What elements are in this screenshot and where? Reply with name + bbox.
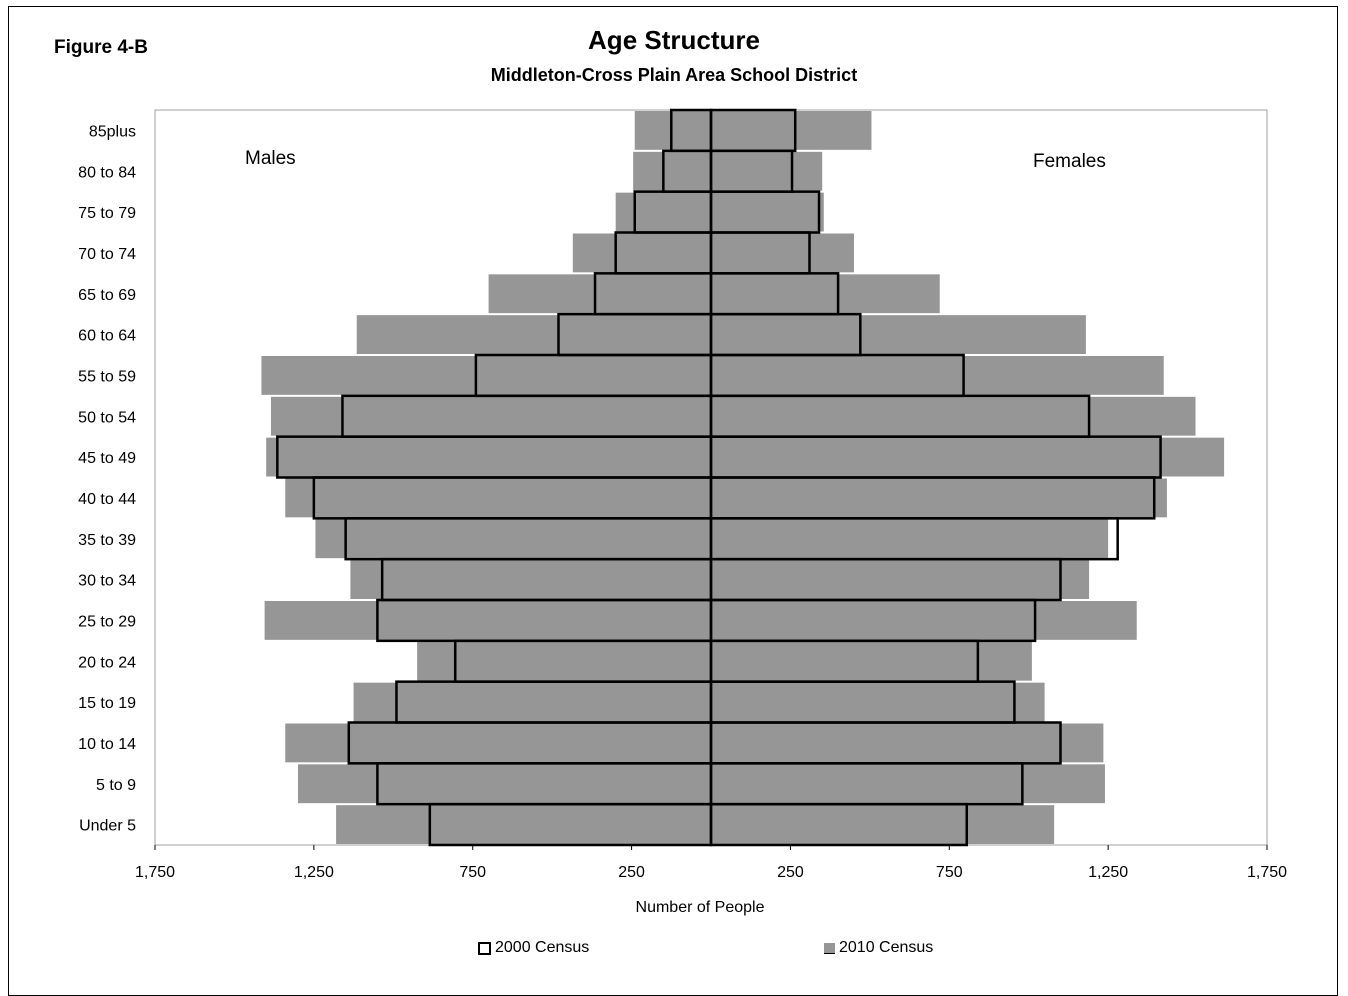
bar-2010-female-10-to-14 bbox=[711, 723, 1104, 763]
category-label-15-to-19: 15 to 19 bbox=[78, 695, 136, 712]
bar-2010-male-85plus bbox=[634, 111, 711, 150]
x-tick-label: 750 bbox=[459, 864, 486, 881]
bar-2010-male-5-to-9 bbox=[297, 764, 711, 804]
category-label-30-to-34: 30 to 34 bbox=[78, 573, 136, 590]
category-label-under-5: Under 5 bbox=[79, 818, 136, 835]
bar-2010-male-55-to-59 bbox=[261, 356, 711, 395]
category-label-85plus: 85plus bbox=[89, 123, 136, 140]
category-label-80-to-84: 80 to 84 bbox=[78, 164, 136, 181]
bar-2010-female-65-to-69 bbox=[711, 274, 940, 314]
category-label-35-to-39: 35 to 39 bbox=[78, 532, 136, 549]
bar-2010-female-75-to-79 bbox=[711, 192, 824, 232]
bar-2010-female-50-to-54 bbox=[711, 396, 1196, 436]
x-axis-label: Number of People bbox=[636, 899, 765, 916]
figure-label: Figure 4-B bbox=[54, 37, 148, 58]
legend-item-2000-census: 2000 Census bbox=[478, 939, 589, 957]
category-label-20-to-24: 20 to 24 bbox=[78, 654, 136, 671]
bar-2010-male-45-to-49 bbox=[266, 437, 711, 477]
category-label-70-to-74: 70 to 74 bbox=[78, 246, 136, 263]
x-tick-label: 750 bbox=[936, 864, 963, 881]
bar-2010-female-under-5 bbox=[711, 805, 1055, 844]
bar-2010-female-20-to-24 bbox=[711, 641, 1032, 681]
bar-2010-male-80-to-84 bbox=[633, 151, 711, 191]
category-label-60-to-64: 60 to 64 bbox=[78, 328, 136, 345]
legend-item-2010-census: 2010 Census bbox=[824, 939, 933, 957]
category-label-75-to-79: 75 to 79 bbox=[78, 205, 136, 222]
x-axis-ticks: 1,750 1,250 750 250 250 750 1,250 1,750 bbox=[135, 845, 1287, 881]
bar-2010-male-50-to-54 bbox=[270, 396, 711, 436]
bar-2010-female-45-to-49 bbox=[711, 437, 1225, 477]
bar-2010-female-30-to-34 bbox=[711, 560, 1090, 599]
bar-2010-male-60-to-64 bbox=[356, 315, 711, 354]
x-tick-label: 1,750 bbox=[135, 864, 175, 881]
legend-label-2000: 2000 Census bbox=[495, 939, 590, 956]
category-label-5-to-9: 5 to 9 bbox=[96, 777, 136, 794]
category-axis-labels: Under 5 5 to 9 10 to 14 15 to 19 20 to 24 25 … bbox=[78, 123, 136, 834]
x-tick-label: 1,250 bbox=[294, 864, 334, 881]
chart-subtitle: Middleton-Cross Plain Area School Distri… bbox=[490, 65, 858, 85]
bar-2010-female-25-to-29 bbox=[711, 601, 1137, 640]
bar-2010-male-65-to-69 bbox=[488, 274, 711, 314]
bar-2010-female-80-to-84 bbox=[711, 151, 823, 191]
bar-2010-female-85plus bbox=[711, 111, 872, 150]
bar-2010-male-10-to-14 bbox=[285, 723, 711, 763]
x-tick-label: 250 bbox=[618, 864, 645, 881]
category-label-40-to-44: 40 to 44 bbox=[78, 491, 136, 508]
bar-2010-male-35-to-39 bbox=[315, 519, 711, 559]
bar-2010-female-70-to-74 bbox=[711, 233, 854, 273]
bar-2010-female-5-to-9 bbox=[711, 764, 1105, 804]
x-tick-label: 1,250 bbox=[1088, 864, 1128, 881]
bar-2010-male-40-to-44 bbox=[285, 478, 711, 518]
bar-2010-female-55-to-59 bbox=[711, 356, 1164, 395]
bar-2010-male-75-to-79 bbox=[615, 192, 711, 232]
category-label-55-to-59: 55 to 59 bbox=[78, 368, 136, 385]
bar-2010-female-40-to-44 bbox=[711, 478, 1167, 518]
bar-2010-female-15-to-19 bbox=[711, 682, 1045, 722]
bar-2010-female-35-to-39 bbox=[711, 519, 1109, 559]
bar-2010-male-30-to-34 bbox=[350, 560, 711, 599]
bar-2010-female-60-to-64 bbox=[711, 315, 1086, 354]
bar-2010-male-25-to-29 bbox=[264, 601, 711, 640]
bar-2010-male-70-to-74 bbox=[572, 233, 711, 273]
legend-swatch-2000 bbox=[478, 941, 491, 955]
chart-title: Age Structure bbox=[588, 25, 760, 55]
females-label: Females bbox=[1033, 151, 1106, 172]
category-label-45-to-49: 45 to 49 bbox=[78, 450, 136, 467]
category-label-10-to-14: 10 to 14 bbox=[78, 736, 136, 753]
category-label-65-to-69: 65 to 69 bbox=[78, 287, 136, 304]
bar-2010-male-20-to-24 bbox=[417, 641, 711, 681]
bar-2010-male-15-to-19 bbox=[353, 682, 711, 722]
males-label: Males bbox=[245, 148, 296, 169]
series-2000-census bbox=[276, 108, 1162, 847]
category-label-50-to-54: 50 to 54 bbox=[78, 409, 136, 426]
bar-2010-male-under-5 bbox=[336, 805, 711, 844]
x-tick-label: 1,750 bbox=[1247, 864, 1287, 881]
category-label-25-to-29: 25 to 29 bbox=[78, 613, 136, 630]
legend-swatch-2010 bbox=[824, 942, 835, 954]
legend-label-2010: 2010 Census bbox=[839, 939, 934, 956]
x-tick-label: 250 bbox=[777, 864, 804, 881]
